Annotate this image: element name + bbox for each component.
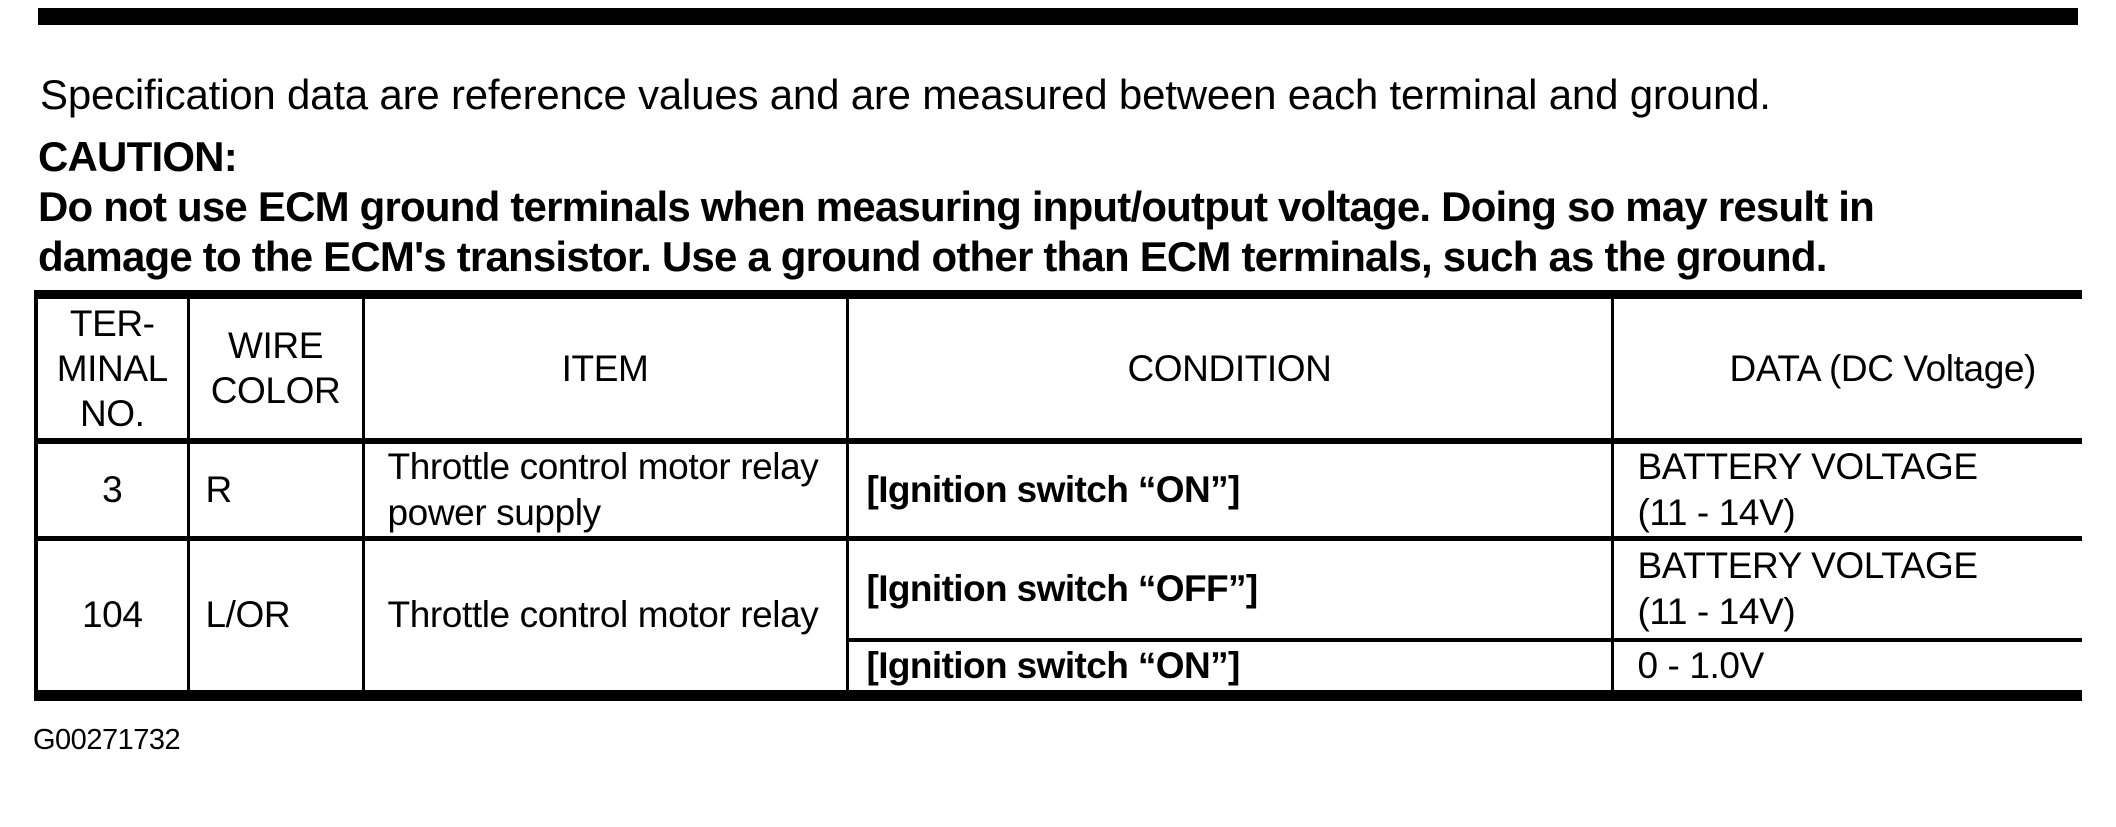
- caution-line-2: damage to the ECM's transistor. Use a gr…: [38, 233, 1827, 280]
- caution-line-1: Do not use ECM ground terminals when mea…: [38, 183, 1875, 230]
- col-header-wire-color: WIRE COLOR: [186, 294, 363, 444]
- col-header-item: ITEM: [361, 294, 847, 444]
- terminal-no-cell: 104: [81, 594, 143, 635]
- condition-cell: [Ignition switch “OFF”]: [845, 538, 1612, 642]
- terminal-no-cell: 3: [36, 440, 188, 541]
- wire-color-cell: R: [186, 440, 363, 541]
- col-header-terminal-no: TER- MINAL NO.: [36, 294, 188, 444]
- table-row-terminal-3: 3 R Throttle control motor relay power s…: [36, 440, 2082, 541]
- spec-table: TER- MINAL NO. WIRE COLOR ITEM CONDITION…: [34, 290, 2082, 701]
- wire-color-cell: L/OR: [186, 538, 363, 695]
- condition-cell: [Ignition switch “ON”]: [845, 640, 1612, 695]
- data-cell: 0 - 1.0V: [1610, 640, 2082, 695]
- header-row: TER- MINAL NO. WIRE COLOR ITEM CONDITION…: [36, 294, 2082, 444]
- item-cell: Throttle control motor relay: [361, 538, 847, 695]
- figure-id: G00271732: [33, 724, 181, 756]
- table-subrow-terminal-104: [Ignition switch “ON”] 0 - 1.0V: [36, 640, 2082, 695]
- caution-label: CAUTION:: [38, 133, 238, 180]
- data-cell: BATTERY VOLTAGE (11 - 14V): [1610, 538, 2082, 642]
- data-cell: BATTERY VOLTAGE (11 - 14V): [1610, 440, 2082, 541]
- item-cell: Throttle control motor relay power suppl…: [361, 440, 847, 541]
- col-header-data: DATA (DC Voltage): [1610, 294, 2082, 444]
- intro-text: Specification data are reference values …: [40, 71, 1771, 118]
- scan-separator-bar: [38, 8, 2078, 25]
- table-row-terminal-104: 104 L/OR Throttle control motor relay [I…: [36, 538, 2082, 695]
- caution-block: CAUTION: Do not use ECM ground terminals…: [38, 132, 1875, 282]
- condition-cell: [Ignition switch “ON”]: [845, 440, 1612, 541]
- col-header-condition: CONDITION: [845, 294, 1612, 444]
